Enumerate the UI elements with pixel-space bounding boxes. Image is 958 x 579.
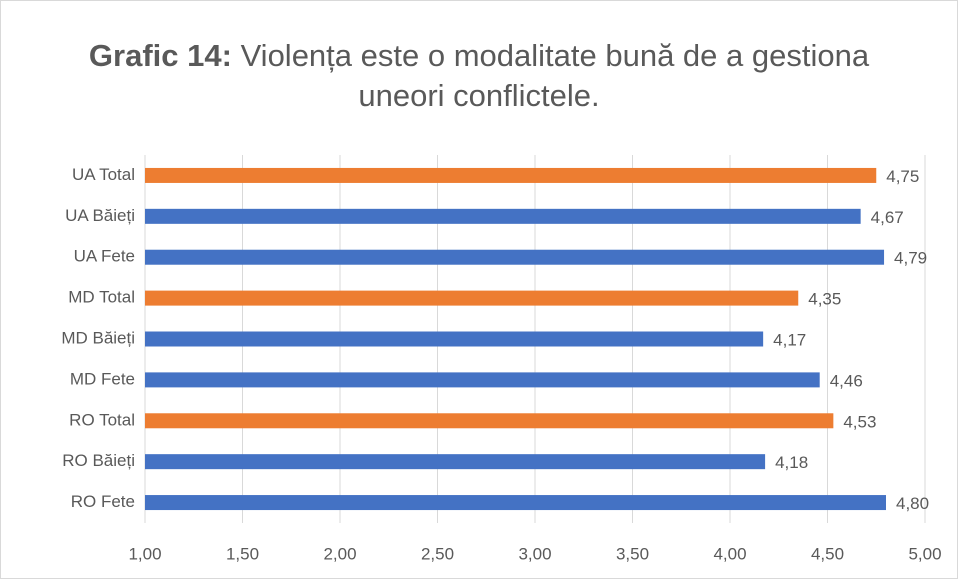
bar [145,454,766,470]
x-tick-label: 3,00 [518,544,551,563]
y-tick-label: MD Fete [70,369,135,388]
x-tick-label: 2,50 [421,544,454,563]
bar [145,413,834,429]
y-tick-label: RO Total [69,410,135,429]
x-tick-label: 1,00 [128,544,161,563]
y-tick-label: UA Fete [74,247,135,266]
title-text: Violența este o modalitate bună de a ges… [240,38,870,113]
y-tick-label: UA Total [72,165,135,184]
x-tick-label: 1,50 [226,544,259,563]
value-label: 4,46 [830,371,863,390]
x-tick-label: 4,50 [811,544,844,563]
y-tick-label: RO Fete [71,492,135,511]
y-tick-label: RO Băieți [62,451,135,470]
chart-title: Grafic 14: Violența este o modalitate bu… [60,36,898,116]
x-tick-label: 2,00 [323,544,356,563]
bar [145,249,885,265]
title-prefix: Grafic 14: [88,38,232,73]
bar [145,167,877,183]
x-tick-label: 4,00 [713,544,746,563]
bar [145,290,799,306]
x-tick-label: 5,00 [908,544,941,563]
value-label: 4,17 [773,330,806,349]
value-label: 4,35 [808,290,841,309]
bar [145,331,764,347]
bar [145,372,820,388]
bar [145,495,886,511]
y-tick-label: MD Băieți [61,328,135,347]
value-label: 4,79 [894,249,927,268]
value-label: 4,18 [775,453,808,472]
value-label: 4,80 [896,494,929,513]
y-tick-label: UA Băieți [65,206,135,225]
bar [145,208,861,224]
value-label: 4,75 [886,167,919,186]
y-tick-label: MD Total [68,288,135,307]
value-label: 4,53 [843,412,876,431]
value-label: 4,67 [871,208,904,227]
x-tick-label: 3,50 [616,544,649,563]
